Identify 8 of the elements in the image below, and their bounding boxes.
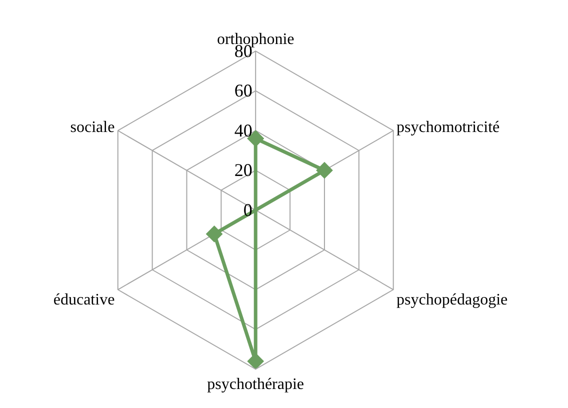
- spoke-label: sociale: [70, 119, 115, 136]
- spoke-label: psychothérapie: [207, 376, 304, 393]
- spoke-label: éducative: [53, 291, 115, 308]
- y-tick-label: 20: [234, 160, 252, 180]
- y-tick-label: 40: [234, 120, 252, 140]
- y-tick-label: 60: [234, 80, 252, 101]
- spoke-label: psychopédagogie: [396, 291, 508, 308]
- spoke-label: psychomotricité: [396, 119, 500, 136]
